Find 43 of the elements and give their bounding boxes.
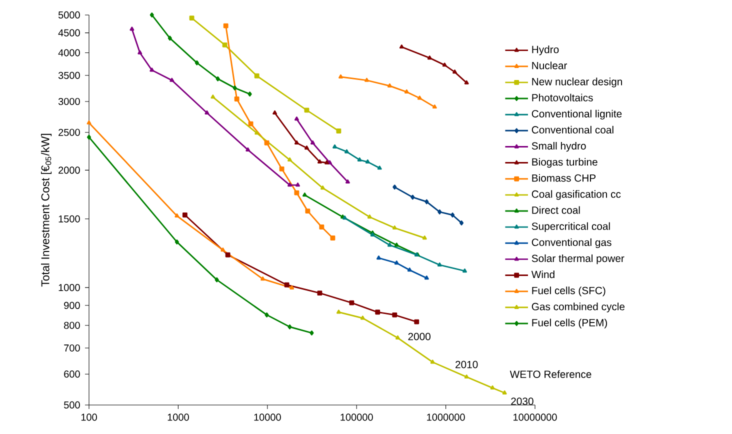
y-tick-label: 900: [64, 302, 80, 309]
legend-label: Fuel cells (SFC): [532, 286, 606, 296]
y-tick-label: 500: [64, 401, 80, 409]
y-tick-label: 700: [64, 344, 80, 352]
x-tick-label: 100000: [340, 414, 373, 421]
legend-label: Fuel cells (PEM): [532, 318, 607, 328]
y-tick-label: 4000: [58, 49, 80, 56]
y-axis-title: Total Investment Cost [€$_{05}$/kW]: [40, 134, 52, 287]
x-tick-label: 10000: [254, 414, 281, 421]
legend-label: Nuclear: [532, 62, 568, 70]
legend-label: Small hydro: [532, 142, 586, 152]
y-tick-label: 1500: [58, 215, 80, 222]
legend-label: Gas combined cycle: [532, 302, 625, 312]
annotation: WETO Reference: [510, 370, 592, 378]
annotation: 2010: [456, 360, 478, 368]
annotation: 2030: [511, 398, 534, 405]
y-tick-label: 4500: [58, 29, 80, 36]
y-tick-label: 800: [64, 322, 80, 329]
legend-label: Hydro: [532, 46, 559, 56]
legend-label: Photovoltaics: [532, 94, 593, 102]
annotation: 2000: [408, 332, 430, 340]
legend-label: Supercritical coal: [532, 222, 610, 232]
y-tick-label: 3500: [58, 72, 80, 79]
legend-label: Wind: [531, 270, 554, 278]
y-tick-label: 2500: [58, 128, 80, 136]
legend-label: New nuclear design: [532, 78, 622, 88]
legend-label: Biogas turbine: [532, 158, 598, 168]
y-tick-label: 5000: [58, 11, 80, 19]
x-tick-label: 1000: [168, 414, 189, 421]
legend-label: Conventional coal: [532, 126, 614, 134]
y-tick-label: 600: [64, 370, 80, 378]
y-tick-label: 1000: [58, 284, 80, 292]
legend-label: Coal gasification cc: [532, 190, 621, 200]
legend-label: Direct coal: [532, 206, 580, 214]
legend-label: Biomass CHP: [532, 174, 596, 182]
x-tick-label: 1000000: [427, 414, 465, 421]
y-tick-label: 3000: [58, 98, 80, 106]
y-tick-label: 2000: [58, 166, 80, 174]
x-tick-label: 100: [81, 414, 97, 421]
legend-label: Solar thermal power: [532, 254, 624, 264]
legend-label: Conventional gas: [532, 238, 612, 248]
x-tick-label: 10000000: [514, 414, 557, 421]
legend-label: Conventional lignite: [532, 110, 622, 120]
